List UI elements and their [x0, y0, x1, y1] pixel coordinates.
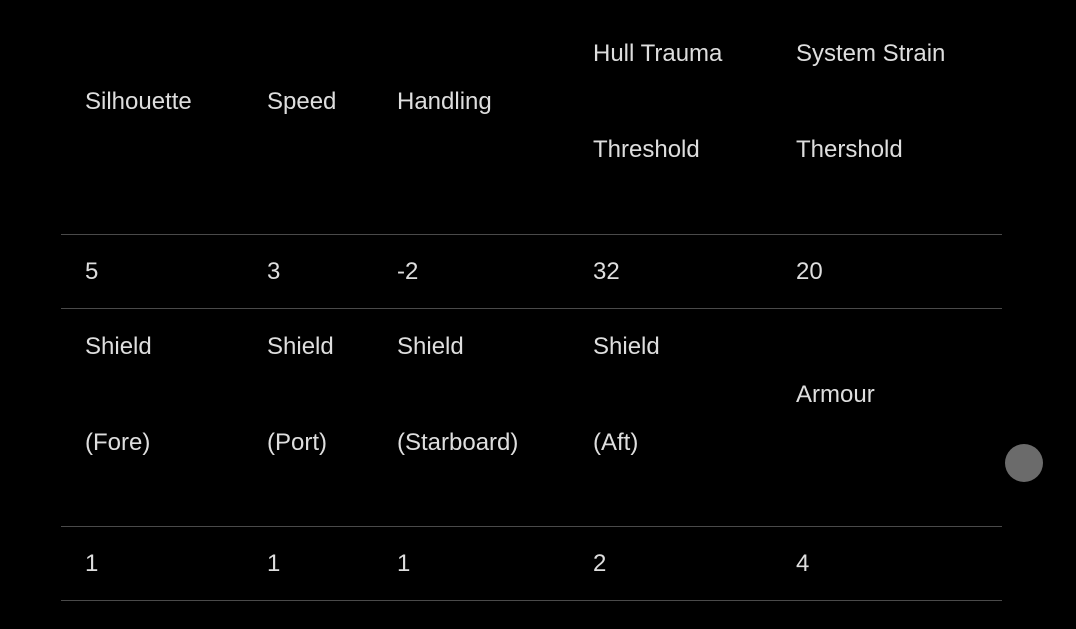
header-text: (Aft) [593, 428, 639, 456]
header-cell: Speed [243, 54, 373, 150]
table-cell: 3 [267, 257, 281, 285]
table-cell: 32 [593, 257, 620, 285]
header-cell: Hull Trauma Threshold [569, 6, 772, 198]
header-text: System Strain [796, 40, 946, 67]
scroll-handle[interactable] [1005, 444, 1043, 482]
header-text: (Port) [267, 428, 327, 456]
table-cell: 1 [397, 549, 411, 577]
header-text: Shield [593, 332, 660, 360]
header-text: Shield [267, 332, 334, 360]
header-text: Shield [85, 332, 152, 360]
header-text: Handling [397, 88, 492, 115]
table-cell: 2 [593, 549, 607, 577]
header-cell: Shield (Starboard) [373, 299, 569, 491]
table-cell: 5 [85, 257, 99, 285]
table-cell: -2 [397, 257, 419, 285]
header-cell: Armour [772, 347, 1002, 443]
header-text: (Fore) [85, 428, 151, 456]
table-header-row-2: Shield (Fore) Shield (Port) Shield (Starboa… [61, 309, 1002, 527]
header-cell: System Strain Thershold [772, 6, 1002, 198]
header-text: Threshold [593, 136, 700, 163]
header-cell: Shield (Aft) [569, 299, 772, 491]
header-cell: Silhouette [61, 54, 243, 150]
table-cell: 1 [267, 549, 281, 577]
header-cell: Shield (Port) [243, 299, 373, 491]
header-text: Speed [267, 88, 337, 115]
header-cell: Handling [373, 54, 569, 150]
table-cell: 4 [796, 549, 810, 577]
header-cell: Shield (Fore) [61, 299, 243, 491]
header-text: Hull Trauma [593, 40, 723, 67]
table-row: 5 3 -2 32 20 [61, 235, 1002, 309]
header-text: Shield [397, 332, 464, 360]
header-text: (Starboard) [397, 428, 519, 456]
table-row: 1 1 1 2 4 [61, 527, 1002, 601]
header-text: Armour [796, 380, 875, 408]
table-cell: 1 [85, 549, 99, 577]
header-text: Thershold [796, 136, 903, 163]
table-header-row: Silhouette Speed Handling Hull Trauma Thr… [61, 0, 1002, 235]
header-text: Silhouette [85, 88, 192, 115]
table-cell: 20 [796, 257, 823, 285]
ship-stats-table: Silhouette Speed Handling Hull Trauma Thr… [61, 0, 1002, 601]
